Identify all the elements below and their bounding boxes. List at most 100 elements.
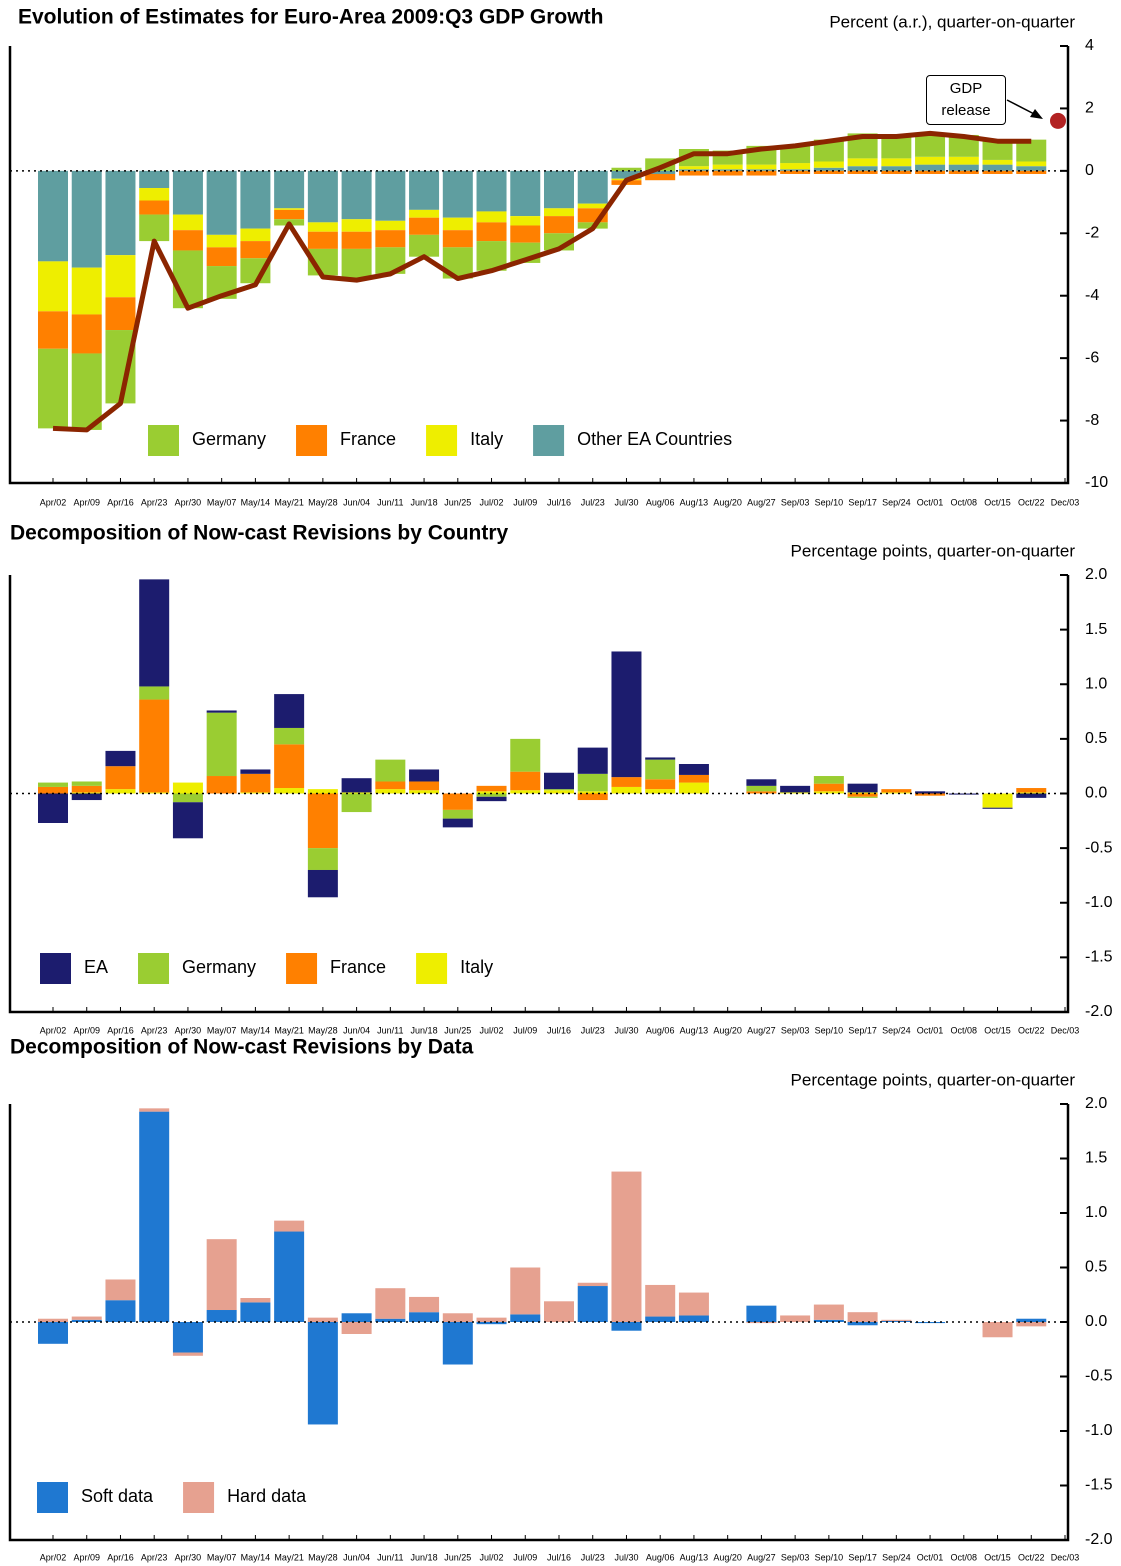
bar bbox=[746, 791, 777, 794]
x-tick-label: Jul/23 bbox=[581, 1025, 605, 1035]
bar bbox=[577, 170, 608, 204]
bar bbox=[409, 170, 440, 210]
bar bbox=[71, 1316, 102, 1320]
bar bbox=[948, 793, 979, 795]
x-tick-label: Apr/16 bbox=[107, 1025, 134, 1035]
bar bbox=[645, 757, 676, 760]
bar bbox=[71, 793, 102, 801]
bar bbox=[510, 225, 541, 243]
y-tick-label: 1.0 bbox=[1085, 675, 1107, 692]
x-tick-label: Oct/22 bbox=[1018, 1025, 1045, 1035]
bar bbox=[611, 167, 642, 171]
x-tick-label: May/07 bbox=[207, 1025, 237, 1035]
axis-frame bbox=[8, 1104, 1070, 1542]
bar bbox=[71, 267, 102, 315]
x-tick-label: Aug/20 bbox=[713, 497, 742, 507]
bar bbox=[1016, 1322, 1047, 1327]
y-tick-label: 0.0 bbox=[1085, 785, 1107, 802]
bar bbox=[645, 779, 676, 790]
bar bbox=[476, 222, 507, 242]
bar bbox=[307, 848, 338, 870]
bar bbox=[442, 230, 473, 248]
x-tick-label: Apr/23 bbox=[141, 1025, 168, 1035]
bar bbox=[409, 769, 440, 782]
bar bbox=[611, 786, 642, 794]
bar bbox=[105, 297, 136, 331]
bar bbox=[206, 170, 237, 235]
y-tick-label: 0.5 bbox=[1085, 1259, 1107, 1276]
legend-swatch bbox=[296, 425, 328, 456]
x-tick-label: May/14 bbox=[241, 1025, 271, 1035]
x-tick-label: Oct/15 bbox=[984, 1025, 1011, 1035]
bar bbox=[813, 161, 844, 168]
bar bbox=[274, 694, 305, 728]
x-tick-label: Sep/24 bbox=[882, 1025, 911, 1035]
x-tick-label: Apr/09 bbox=[73, 1025, 100, 1035]
x-tick-label: May/28 bbox=[308, 497, 338, 507]
bar bbox=[139, 579, 170, 687]
y-tick-label: -2.0 bbox=[1085, 1003, 1113, 1020]
bar bbox=[307, 869, 338, 898]
bar bbox=[442, 170, 473, 218]
bar bbox=[442, 793, 473, 810]
bar bbox=[442, 1322, 473, 1365]
bar bbox=[813, 791, 844, 794]
y-tick-label: 1.5 bbox=[1085, 1150, 1107, 1167]
x-tick-label: Sep/03 bbox=[781, 497, 810, 507]
y-tick-label: -0.5 bbox=[1085, 1368, 1113, 1385]
bar bbox=[881, 1320, 912, 1322]
bar bbox=[105, 255, 136, 298]
y-tick-label: -1.0 bbox=[1085, 894, 1113, 911]
bar bbox=[274, 744, 305, 789]
x-tick-label: Jul/23 bbox=[581, 1552, 605, 1562]
bar bbox=[645, 173, 676, 181]
x-tick-label: Oct/15 bbox=[984, 1552, 1011, 1562]
bar bbox=[172, 802, 203, 839]
bar bbox=[915, 793, 946, 796]
bar bbox=[645, 170, 676, 174]
bar bbox=[577, 773, 608, 792]
bar bbox=[240, 1302, 271, 1322]
bar bbox=[780, 169, 811, 171]
x-tick-label: Jul/16 bbox=[547, 1025, 571, 1035]
bar bbox=[881, 166, 912, 171]
bar bbox=[38, 348, 68, 429]
x-tick-label: Jun/04 bbox=[343, 1025, 370, 1035]
bar bbox=[206, 710, 237, 713]
bar bbox=[341, 792, 372, 794]
bar bbox=[240, 773, 271, 793]
bar bbox=[847, 1322, 878, 1326]
x-tick-label: Aug/13 bbox=[680, 497, 709, 507]
x-tick-label: Aug/06 bbox=[646, 1552, 675, 1562]
x-tick-label: May/07 bbox=[207, 497, 237, 507]
x-tick-label: Jul/16 bbox=[547, 1552, 571, 1562]
bar bbox=[577, 793, 608, 801]
legend-label: EA bbox=[84, 957, 108, 977]
bar bbox=[813, 1304, 844, 1320]
bar bbox=[881, 134, 912, 159]
bar bbox=[712, 170, 743, 176]
x-tick-label: Jul/23 bbox=[581, 497, 605, 507]
bar bbox=[577, 791, 608, 794]
bar bbox=[240, 170, 271, 229]
bar bbox=[409, 1296, 440, 1313]
bar bbox=[409, 781, 440, 791]
bar bbox=[172, 782, 203, 794]
bar bbox=[982, 139, 1013, 160]
bar bbox=[38, 261, 68, 312]
bar bbox=[577, 1282, 608, 1287]
bar bbox=[847, 793, 878, 797]
x-tick-label: Jun/25 bbox=[444, 1025, 471, 1035]
x-tick-label: Jul/02 bbox=[480, 497, 504, 507]
x-tick-label: Aug/20 bbox=[713, 1552, 742, 1562]
bar bbox=[476, 796, 507, 802]
x-tick-label: Jun/18 bbox=[411, 1552, 438, 1562]
legend-label: Italy bbox=[460, 957, 493, 977]
bar bbox=[341, 248, 372, 279]
bar bbox=[307, 222, 338, 232]
axis-label: Percentage points, quarter-on-quarter bbox=[791, 541, 1076, 560]
bar bbox=[375, 789, 406, 794]
bar bbox=[105, 766, 136, 790]
axis-label: Percent (a.r.), quarter-on-quarter bbox=[829, 12, 1075, 31]
bar bbox=[476, 1322, 507, 1325]
